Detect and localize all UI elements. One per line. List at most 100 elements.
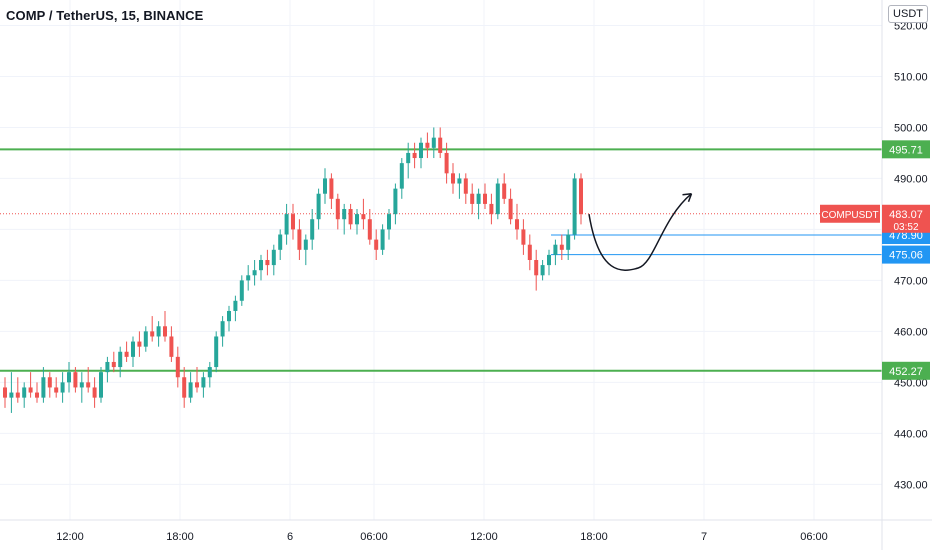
candle — [470, 183, 475, 215]
candle-body — [355, 214, 359, 225]
candle-body — [150, 331, 155, 337]
candle-body — [579, 178, 583, 215]
candle — [175, 346, 180, 388]
level-price-label: 452.27 — [889, 366, 923, 378]
candle — [47, 372, 52, 398]
candle — [572, 173, 577, 240]
candle — [124, 341, 129, 362]
candle — [41, 367, 46, 403]
candle-body — [316, 193, 321, 220]
candle — [227, 305, 231, 332]
candle-body — [342, 209, 347, 220]
candle — [105, 356, 110, 383]
candle-body — [105, 361, 110, 373]
candle — [310, 209, 315, 250]
symbol-badge — [820, 204, 880, 223]
candle — [111, 351, 116, 373]
candle — [207, 361, 212, 388]
candle-body — [9, 392, 14, 398]
candle — [137, 331, 142, 357]
candle-body — [246, 275, 251, 281]
candle — [566, 229, 571, 260]
candle — [265, 249, 270, 276]
candle — [246, 265, 251, 291]
candle — [476, 188, 481, 220]
candle — [297, 219, 302, 260]
candle — [28, 372, 33, 398]
candle — [92, 377, 97, 408]
candle — [521, 219, 526, 255]
candle-body — [297, 229, 302, 250]
candle-body — [323, 178, 327, 194]
candle-body — [540, 265, 545, 276]
candle-body — [35, 392, 39, 398]
currency-button[interactable]: USDT — [888, 5, 928, 23]
candle-body — [175, 356, 180, 378]
candle-body — [361, 214, 366, 220]
candle-body — [451, 173, 455, 184]
candle — [329, 173, 334, 210]
candle — [361, 198, 366, 230]
candle — [291, 203, 295, 240]
candle-body — [201, 377, 206, 388]
candle — [201, 372, 206, 398]
candle-body — [393, 188, 398, 215]
candle-body — [463, 178, 468, 194]
x-tick-label: 12:00 — [56, 531, 84, 543]
candle-body — [143, 331, 148, 347]
candle-body — [534, 260, 539, 276]
drawings — [588, 192, 693, 271]
candle — [9, 372, 14, 413]
candle — [495, 178, 500, 220]
candle-body — [476, 193, 481, 204]
candle — [143, 326, 148, 352]
candle — [399, 158, 404, 199]
candle-body — [489, 203, 494, 215]
candle — [73, 367, 78, 393]
range-price-badge — [882, 245, 930, 264]
candle-body — [348, 209, 353, 225]
candle — [99, 367, 103, 403]
candle — [195, 367, 199, 393]
candle-body — [527, 244, 532, 260]
candle — [67, 361, 71, 393]
candle-body — [406, 152, 411, 164]
candle — [214, 331, 219, 373]
candle-body — [310, 219, 315, 240]
candle — [284, 203, 289, 245]
candle-body — [553, 244, 558, 255]
candle — [438, 127, 443, 159]
projection-arrowhead — [682, 192, 693, 202]
candle — [502, 173, 507, 204]
candle-body — [188, 382, 193, 398]
y-tick-label: 470.00 — [894, 275, 928, 287]
candle — [239, 275, 244, 306]
candle-body — [99, 372, 103, 398]
candle-body — [412, 152, 417, 159]
candle-body — [92, 387, 97, 398]
candle-body — [495, 183, 500, 215]
candle-body — [399, 163, 404, 189]
candle-body — [137, 341, 142, 347]
x-tick-label: 7 — [701, 531, 707, 543]
candle-body — [329, 178, 334, 199]
candle — [355, 209, 359, 235]
x-tick-label: 18:00 — [166, 531, 194, 543]
candle — [163, 310, 167, 342]
candle-body — [271, 249, 276, 266]
candle — [547, 249, 551, 276]
candle-body — [444, 152, 449, 174]
chart-title: COMP / TetherUS, 15, BINANCE — [6, 8, 204, 23]
candle — [156, 321, 161, 347]
x-tick-label: 06:00 — [800, 531, 828, 543]
candle-body — [182, 377, 187, 398]
candle — [559, 234, 564, 260]
candle — [169, 326, 174, 362]
candle-body — [335, 198, 340, 220]
candle-body — [169, 336, 174, 357]
candle-body — [3, 387, 7, 398]
candle — [150, 316, 155, 342]
candle-body — [239, 280, 244, 301]
